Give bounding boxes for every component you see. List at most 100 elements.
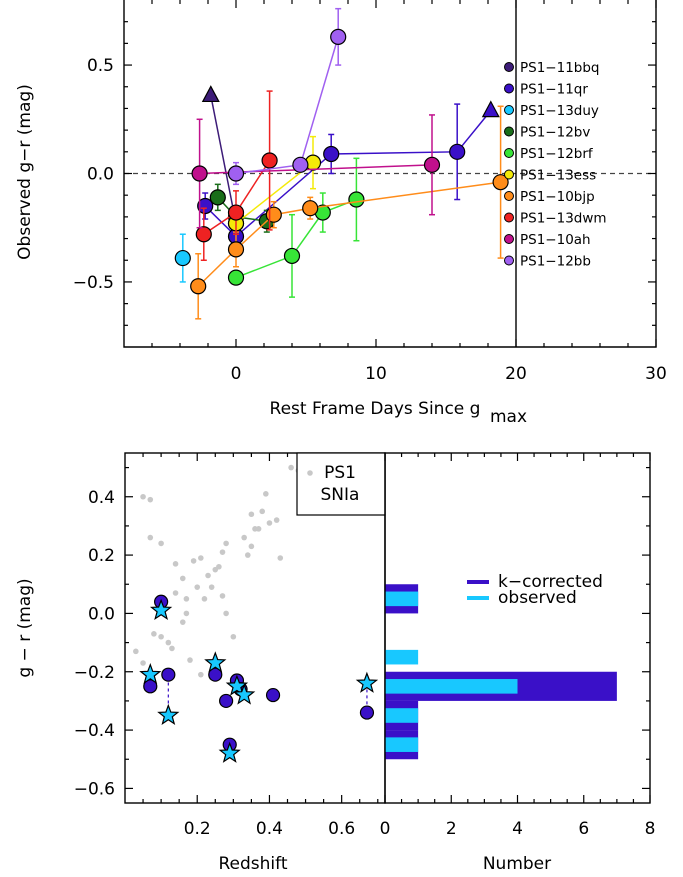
observed-star (149, 598, 173, 620)
observed-bar (385, 649, 419, 665)
snia-point (198, 671, 204, 678)
snia-point (172, 561, 179, 567)
snia-point (179, 575, 186, 582)
kcorrected-point (143, 679, 158, 694)
legend-label: PS1−10ah (520, 232, 591, 248)
snia-point (219, 549, 226, 555)
snia-point (147, 534, 154, 541)
kcorrected-point (265, 687, 281, 703)
legend-marker (504, 212, 514, 223)
y-tick-label: −0.5 (73, 273, 114, 293)
light-curve-panel: 0 10 20 30 0.5 0.0 −0.5 Rest Frame Days Since g… (15, 0, 667, 427)
snia-point (259, 508, 266, 515)
series-9 (227, 7, 347, 186)
legend-label: PS1−11bbq (520, 60, 600, 76)
y-axis-label: g − r (mag) (15, 578, 35, 677)
plot-frame (384, 452, 651, 804)
x-tick-label: 8 (645, 819, 656, 839)
data-point (330, 28, 347, 45)
x-tick-label: 0.2 (184, 819, 211, 839)
snia-point (140, 493, 146, 500)
legend-marker (504, 234, 514, 244)
legend-marker (504, 169, 514, 180)
upper-limit-marker (481, 100, 500, 118)
snia-point (277, 555, 284, 561)
x-tick-label: 4 (512, 819, 523, 839)
y-axis-label: Observed g−r (mag) (15, 84, 35, 260)
x-tick-label: 10 (365, 364, 387, 384)
snia-point (187, 657, 193, 663)
legend-label: PS1−11qr (520, 82, 588, 98)
legend-label: PS1−13duy (520, 103, 599, 119)
legend-label: PS1−12bv (520, 125, 590, 141)
snia-point (223, 610, 229, 617)
y-tick-label: 0.4 (88, 488, 115, 508)
snia-point (263, 491, 269, 497)
legend-label: PS1−13ess (520, 168, 596, 184)
data-point (449, 143, 466, 160)
legend-marker (504, 62, 514, 72)
snia-legend-marker (307, 470, 313, 476)
snia-point (219, 593, 226, 599)
legend-marker (504, 255, 514, 266)
data-point (292, 156, 309, 173)
legend-label: PS1−10bjp (520, 189, 595, 205)
data-point (227, 165, 245, 182)
observed-star (355, 671, 379, 693)
x-axis-label-subscript: max (490, 407, 527, 427)
snia-point (288, 464, 294, 471)
data-point (348, 191, 365, 208)
snia-point (216, 563, 222, 570)
y-tick-label: 0.2 (88, 546, 115, 566)
snia-point (248, 511, 255, 518)
snia-point (208, 584, 215, 590)
observed-star (139, 662, 162, 685)
snia-point (179, 619, 186, 625)
observed-star (218, 741, 241, 763)
observed-bar (385, 679, 518, 694)
snia-point (198, 555, 204, 561)
series-7 (195, 90, 278, 261)
series-4 (227, 157, 365, 298)
observed-star (233, 683, 256, 705)
snia-point (140, 660, 146, 666)
data-point (423, 156, 441, 173)
x-tick-label: 20 (505, 364, 527, 384)
snia-point (169, 645, 175, 652)
snia-point (165, 639, 172, 646)
legend-marker (504, 83, 514, 94)
y-tick-label: −0.2 (74, 663, 115, 683)
data-point (174, 249, 191, 267)
y-tick-label: 0.0 (87, 165, 114, 185)
data-point (302, 200, 319, 217)
data-point (195, 226, 212, 243)
redshift-panel: 0.2 0.4 0.6 0.4 0.2 0.0 −0.2 −0.4 −0.6 Redshift g … (15, 452, 386, 874)
legend-label: k−corrected (498, 572, 603, 592)
data-point (265, 206, 282, 223)
legend-marker (504, 105, 514, 115)
series-2 (174, 233, 191, 283)
legend-marker (504, 148, 514, 158)
legend-label: PS1−12bb (520, 254, 591, 270)
data-point (492, 174, 509, 191)
observed-bar (385, 708, 419, 723)
legend-label: PS1−12brf (520, 146, 594, 162)
observed-star (204, 651, 227, 673)
snia-point (147, 496, 154, 503)
series-line (210, 95, 237, 224)
snia-label-line1: PS1 (324, 463, 356, 483)
snia-point (241, 534, 247, 541)
snia-point (183, 596, 190, 602)
data-point (283, 247, 301, 265)
snia-point (273, 517, 280, 523)
y-tick-label: 0.5 (87, 56, 114, 76)
series-line (235, 198, 357, 279)
observed-bar (385, 591, 419, 607)
x-tick-label: 0 (231, 364, 242, 384)
snia-point (158, 540, 164, 547)
snia-point (248, 543, 255, 550)
y-tick-label: −0.4 (74, 721, 115, 741)
